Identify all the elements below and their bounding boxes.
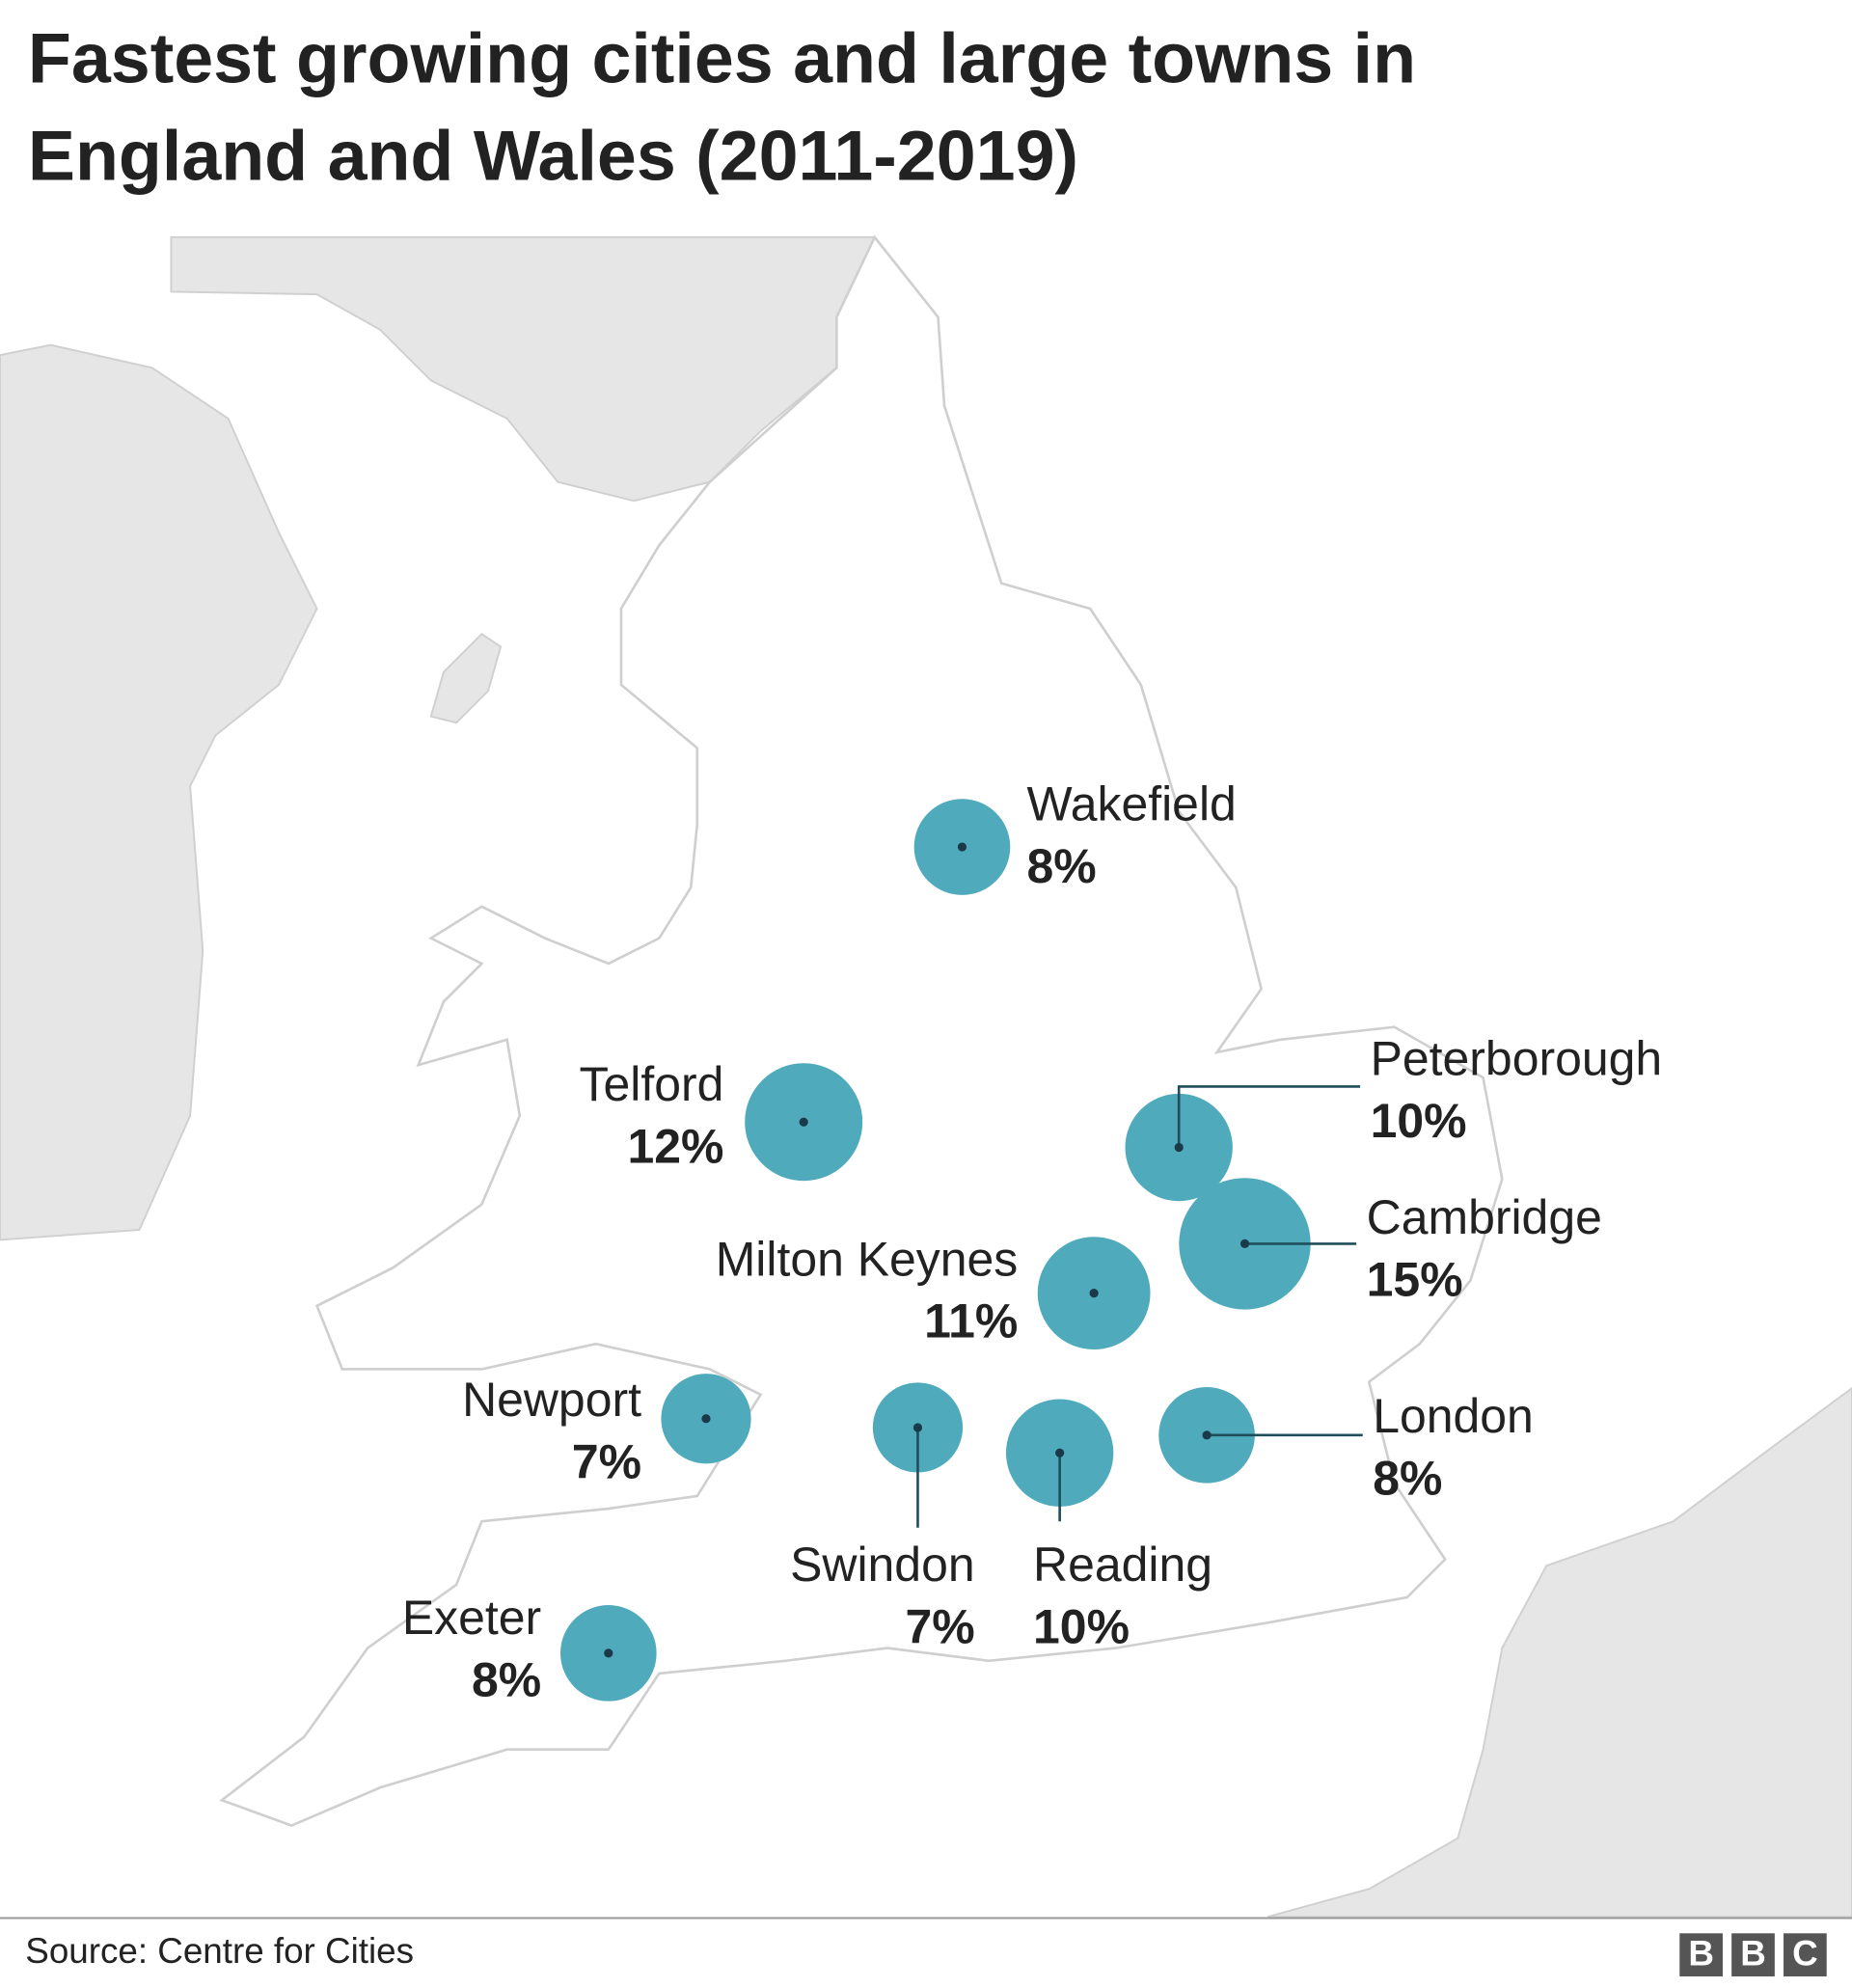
isle-of-man: [429, 633, 503, 724]
city-value-label: 10%: [1033, 1599, 1130, 1653]
city-value-label: 8%: [1373, 1452, 1442, 1506]
city-name: Wakefield: [1026, 777, 1236, 831]
city-value-label: 7%: [572, 1435, 641, 1489]
city-dot: [1239, 1239, 1250, 1248]
city-value-label: 15%: [1367, 1252, 1463, 1306]
city-name: London: [1373, 1389, 1534, 1443]
logo-box: [1784, 1933, 1827, 1976]
logo-box: [1679, 1933, 1723, 1976]
city-name: Peterborough: [1371, 1032, 1663, 1086]
city-dot: [799, 1117, 808, 1127]
title-line: Fastest growing cities and large towns i…: [28, 17, 1416, 97]
city-dot: [701, 1414, 711, 1424]
city-name: Swindon: [790, 1538, 975, 1592]
city-dot: [1174, 1142, 1184, 1153]
city-value-label: 7%: [905, 1599, 974, 1653]
city-name: Exeter: [402, 1591, 541, 1645]
city-name: Reading: [1033, 1538, 1212, 1592]
city-dot: [1055, 1448, 1065, 1457]
logo-letter: B: [1688, 1934, 1714, 1974]
source: Source: Centre for Cities: [25, 1931, 414, 1971]
bbc-logo: B B C: [1679, 1933, 1827, 1976]
city-value-label: 8%: [472, 1653, 541, 1707]
city-value-label: 11%: [924, 1294, 1018, 1348]
city-name: Telford: [580, 1057, 724, 1111]
city-dot: [1202, 1430, 1212, 1440]
france: [1266, 1386, 1852, 1919]
city-dot: [957, 842, 967, 852]
city-value-label: 12%: [627, 1119, 723, 1173]
city-dot: [604, 1648, 613, 1658]
city-dot: [1089, 1289, 1099, 1298]
logo-box: [1731, 1933, 1775, 1976]
city-name: Milton Keynes: [716, 1232, 1019, 1286]
leader-line: [1177, 1085, 1361, 1148]
city-layer: Wakefield 8% Telford 12% Peterborough 10% Camb…: [402, 777, 1662, 1707]
city-name: Cambridge: [1367, 1190, 1602, 1244]
city-dot: [912, 1423, 923, 1432]
title-line: England and Wales (2011-2019): [28, 116, 1078, 196]
ireland: [0, 343, 318, 1241]
city-value-label: 10%: [1371, 1094, 1467, 1148]
logo-letter: B: [1740, 1934, 1766, 1974]
city-name: Newport: [462, 1373, 641, 1427]
city-value-label: 8%: [1026, 839, 1096, 893]
logo-letter: C: [1792, 1934, 1818, 1974]
